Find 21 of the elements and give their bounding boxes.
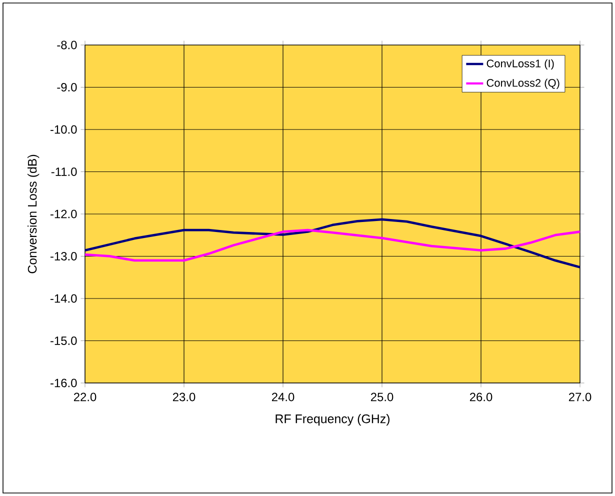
x-axis-title: RF Frequency (GHz) — [276, 414, 390, 426]
line-series — [85, 228, 580, 262]
x-tick-label: 25.0 — [370, 392, 394, 402]
x-tick-label: 27.0 — [568, 392, 592, 402]
y-tick-label: -16.0 — [50, 378, 77, 388]
y-tick-label: -10.0 — [50, 125, 77, 134]
legend-label: ConvLoss1 (I) — [486, 59, 554, 70]
y-tick-label: -8.0 — [57, 40, 77, 50]
y-tick-label: -15.0 — [50, 336, 77, 345]
x-tick-label: 22.0 — [74, 392, 96, 402]
x-tick-label: 26.0 — [470, 392, 492, 402]
y-tick-label: -14.0 — [50, 294, 77, 303]
y-axis-title: Conversion Loss (dB) — [28, 154, 40, 274]
x-tick-label: 24.0 — [272, 392, 294, 402]
y-tick-label: -11.0 — [51, 168, 77, 176]
y-tick-label: -9.0 — [57, 83, 77, 92]
y-tick-label: -12.0 — [50, 210, 77, 218]
y-tick-label: -13.0 — [50, 252, 77, 260]
line-series — [85, 218, 580, 268]
x-tick-label: 23.0 — [172, 392, 196, 402]
legend-label: ConvLoss2 (Q) — [486, 78, 560, 89]
